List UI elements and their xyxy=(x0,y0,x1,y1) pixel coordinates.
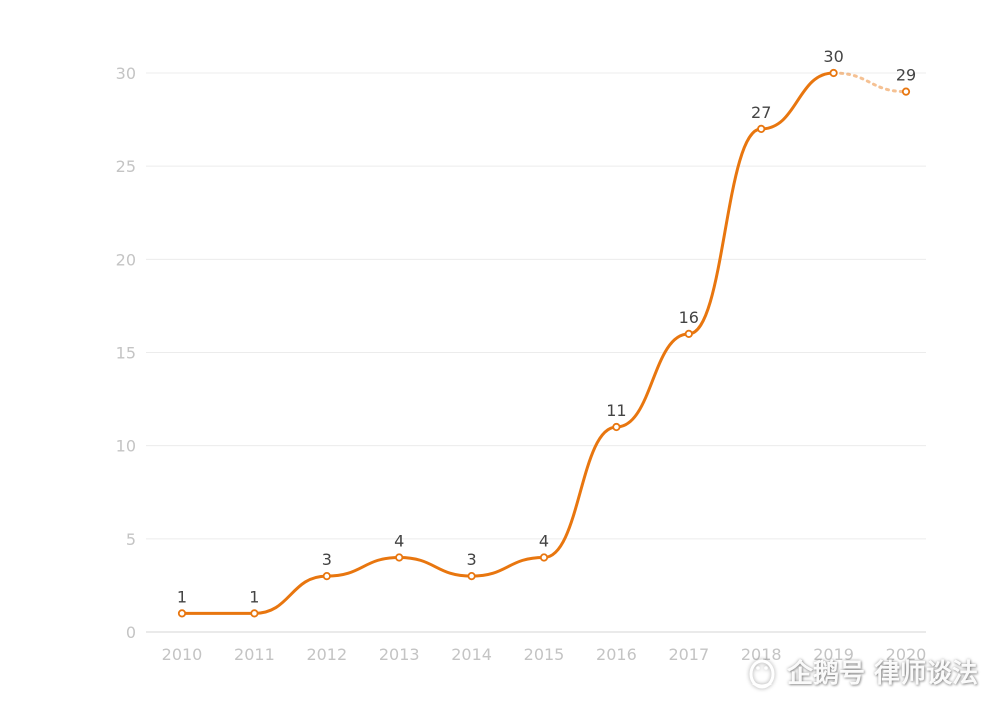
data-label: 3 xyxy=(467,550,477,569)
data-point xyxy=(395,553,404,562)
y-tick-label: 10 xyxy=(116,437,136,456)
x-tick-label: 2019 xyxy=(813,645,854,664)
data-label: 1 xyxy=(249,587,259,606)
data-point xyxy=(250,609,259,618)
data-point xyxy=(612,422,621,432)
data-point xyxy=(467,571,476,581)
data-label: 16 xyxy=(679,308,699,327)
data-point xyxy=(539,553,549,562)
data-label: 1 xyxy=(177,587,187,606)
grid-lines xyxy=(146,72,926,540)
data-point xyxy=(684,329,693,338)
y-tick-label: 15 xyxy=(116,344,136,363)
x-tick-label: 2011 xyxy=(234,645,275,664)
data-point xyxy=(322,571,331,581)
penguin-icon xyxy=(749,659,775,688)
y-tick-label: 0 xyxy=(126,623,136,642)
data-points xyxy=(177,68,911,618)
x-tick-label: 2010 xyxy=(162,645,203,664)
y-tick-label: 5 xyxy=(126,530,136,549)
watermark: 企鹅号 律师谈法 xyxy=(745,653,978,690)
data-label: 4 xyxy=(539,531,549,550)
y-tick-label: 30 xyxy=(116,64,136,83)
data-point xyxy=(757,124,766,133)
x-axis-ticks: 2010 2011 2012 2013 2014 2015 2016 2017 2018 2019… xyxy=(162,645,927,664)
series-line-estimated xyxy=(832,71,908,94)
data-label: 11 xyxy=(606,401,626,420)
y-tick-label: 20 xyxy=(116,250,136,269)
x-tick-label: 2017 xyxy=(668,645,709,664)
data-point xyxy=(177,609,187,618)
x-tick-label: 2020 xyxy=(886,645,927,664)
x-tick-label: 2018 xyxy=(741,645,782,664)
data-point xyxy=(901,87,911,96)
x-tick-label: 2013 xyxy=(379,645,420,664)
data-label: 30 xyxy=(823,47,843,66)
x-tick-label: 2014 xyxy=(451,645,492,664)
y-tick-label: 25 xyxy=(116,157,136,176)
data-label: 27 xyxy=(751,103,771,122)
y-axis-ticks: 0 5 10 15 20 25 30 xyxy=(116,64,136,642)
x-tick-label: 2012 xyxy=(306,645,347,664)
data-label: 29 xyxy=(896,66,916,85)
watermark-text: 企鹅号 律师谈法 xyxy=(786,659,978,689)
data-point xyxy=(829,68,838,78)
data-label: 3 xyxy=(322,550,332,569)
data-label: 4 xyxy=(394,531,404,550)
x-tick-label: 2016 xyxy=(596,645,637,664)
series-line xyxy=(180,71,836,615)
x-tick-label: 2015 xyxy=(524,645,565,664)
